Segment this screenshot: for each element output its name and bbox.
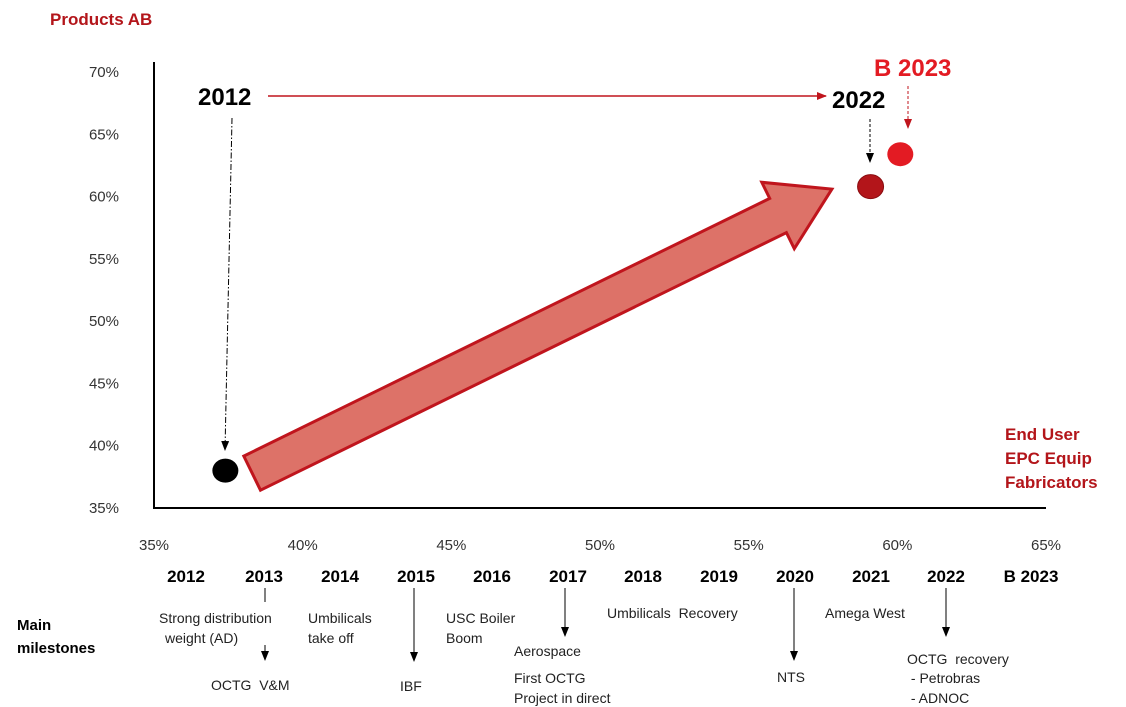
x-tick-label: 65%: [1031, 537, 1061, 554]
milestones-row-label: Main milestones: [17, 617, 95, 657]
milestone-year: 2014: [321, 567, 359, 586]
y-tick-label: 65%: [89, 126, 119, 143]
point-2022: [857, 174, 885, 200]
trend-arrow: [241, 180, 835, 493]
milestone-year: 2015: [397, 567, 435, 586]
x-tick-label: 35%: [139, 537, 169, 554]
milestone-year: 2020: [776, 567, 814, 586]
point-label-2012: 2012: [198, 84, 251, 111]
milestone-year: 2017: [549, 567, 587, 586]
milestone-year: 2022: [927, 567, 965, 586]
milestone-years: 2012 2013 2014 2015 2016 2017 2018 2019 …: [167, 567, 1058, 586]
x-tick-label: 45%: [436, 537, 466, 554]
milestone-year: 2018: [624, 567, 662, 586]
milestone-note-2022: OCTG recovery - Petrobras - ADNOC: [907, 651, 1009, 706]
milestone-note-2016: USC Boiler Boom: [446, 610, 519, 646]
point-label-b2023: B 2023: [874, 55, 951, 82]
x-tick-label: 40%: [288, 537, 318, 554]
x-tick-label: 60%: [882, 537, 912, 554]
milestone-year: 2013: [245, 567, 283, 586]
chart-title: Products AB: [50, 10, 152, 29]
milestone-year: 2021: [852, 567, 890, 586]
y-tick-label: 45%: [89, 375, 119, 392]
milestone-year: 2016: [473, 567, 511, 586]
milestone-year: B 2023: [1004, 567, 1059, 586]
milestone-note-2015: IBF: [400, 678, 422, 694]
milestone-year: 2012: [167, 567, 205, 586]
y-tick-label: 55%: [89, 251, 119, 268]
x-tick-label: 50%: [585, 537, 615, 554]
milestone-note-2018-2019: Umbilicals Recovery: [607, 605, 738, 621]
milestone-note-2021: Amega West: [825, 605, 905, 621]
y-tick-label: 60%: [89, 189, 119, 206]
milestone-note-2014: Umbilicals take off: [308, 610, 376, 646]
point-2012: [212, 458, 239, 483]
x-axis-label-line-2: EPC Equip: [1005, 449, 1092, 468]
y-tick-label: 70%: [89, 64, 119, 81]
x-tick-label: 55%: [734, 537, 764, 554]
milestone-note-2017-below: First OCTG Project in direct: [514, 670, 611, 706]
milestone-note-2013-below: OCTG V&M: [211, 677, 290, 693]
y-tick-label: 50%: [89, 313, 119, 330]
x-axis-label: End User EPC Equip Fabricators: [1005, 425, 1098, 492]
callout-arrow-2012: [221, 117, 233, 451]
milestone-note-2020: NTS: [777, 669, 805, 685]
x-axis-label-line-1: End User: [1005, 425, 1080, 444]
point-b2023: [887, 142, 914, 167]
milestone-year: 2019: [700, 567, 738, 586]
y-tick-label: 35%: [89, 500, 119, 517]
y-tick-label: 40%: [89, 438, 119, 455]
milestone-note-2017: Aerospace: [514, 643, 581, 659]
x-tick-labels: 35% 40% 45% 50% 55% 60% 65%: [139, 537, 1061, 554]
x-axis-label-line-3: Fabricators: [1005, 473, 1098, 492]
point-label-2022: 2022: [832, 87, 885, 114]
y-tick-labels: 35% 40% 45% 50% 55% 60% 65% 70%: [89, 64, 119, 517]
milestone-note-2013: Strong distribution weight (AD): [159, 610, 276, 646]
